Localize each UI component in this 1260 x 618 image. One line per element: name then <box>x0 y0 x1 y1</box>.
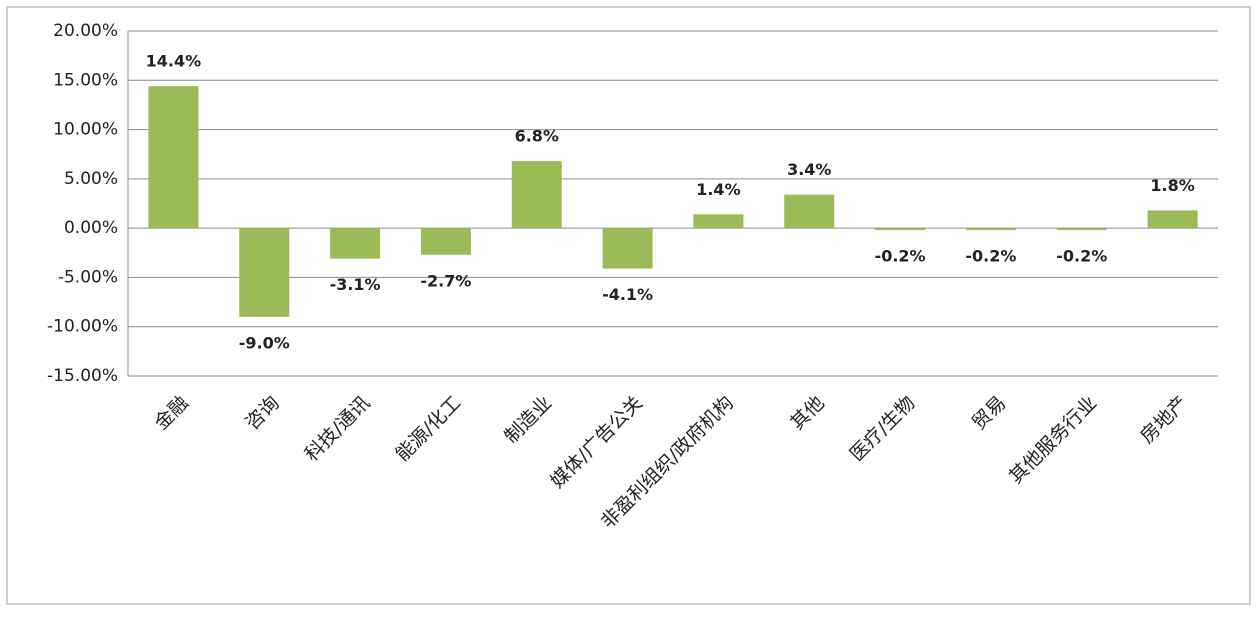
y-tick-label: 15.00% <box>53 70 118 90</box>
value-label: -0.2% <box>965 247 1016 266</box>
value-label: -4.1% <box>602 285 653 304</box>
x-tick-label: 制造业 <box>500 392 556 448</box>
bar <box>784 194 835 229</box>
value-label: 14.4% <box>146 52 202 71</box>
y-tick-label: 20.00% <box>53 21 118 41</box>
x-tick-label: 房地产 <box>1136 392 1192 448</box>
bar <box>1147 210 1198 229</box>
x-tick-label: 金融 <box>150 392 192 434</box>
value-label: -9.0% <box>239 333 290 352</box>
bar <box>330 228 381 259</box>
bar <box>1056 228 1107 231</box>
bar <box>420 228 471 255</box>
value-label: 6.8% <box>515 127 559 146</box>
value-label: -0.2% <box>1056 247 1107 266</box>
value-label: -0.2% <box>875 247 926 266</box>
value-label: 3.4% <box>787 160 831 179</box>
bar <box>693 214 744 229</box>
bar <box>965 228 1016 231</box>
value-label: 1.8% <box>1150 176 1194 195</box>
x-tick-label: 咨询 <box>241 392 283 434</box>
bar <box>148 86 199 229</box>
bar <box>511 161 562 229</box>
value-label: -3.1% <box>330 275 381 294</box>
bar <box>875 228 926 231</box>
x-tick-label: 贸易 <box>968 392 1010 434</box>
bar <box>602 228 653 269</box>
x-tick-label: 其他服务行业 <box>1005 392 1101 488</box>
x-tick-label: 能源/化工 <box>392 392 466 466</box>
x-tick-label: 其他 <box>786 392 828 434</box>
bar <box>239 228 290 317</box>
x-tick-label: 媒体/广告公关 <box>546 392 647 493</box>
y-tick-label: -15.00% <box>47 366 118 386</box>
chart-border <box>6 6 1251 605</box>
x-tick-label: 医疗/生物 <box>846 392 920 466</box>
x-tick-label: 科技/通讯 <box>301 392 375 466</box>
y-tick-label: 5.00% <box>64 169 118 189</box>
value-label: 1.4% <box>696 180 740 199</box>
y-tick-label: 10.00% <box>53 120 118 140</box>
y-tick-label: -5.00% <box>58 267 118 287</box>
value-label: -2.7% <box>420 271 471 290</box>
y-tick-label: -10.00% <box>47 317 118 337</box>
y-tick-label: 0.00% <box>64 218 118 238</box>
